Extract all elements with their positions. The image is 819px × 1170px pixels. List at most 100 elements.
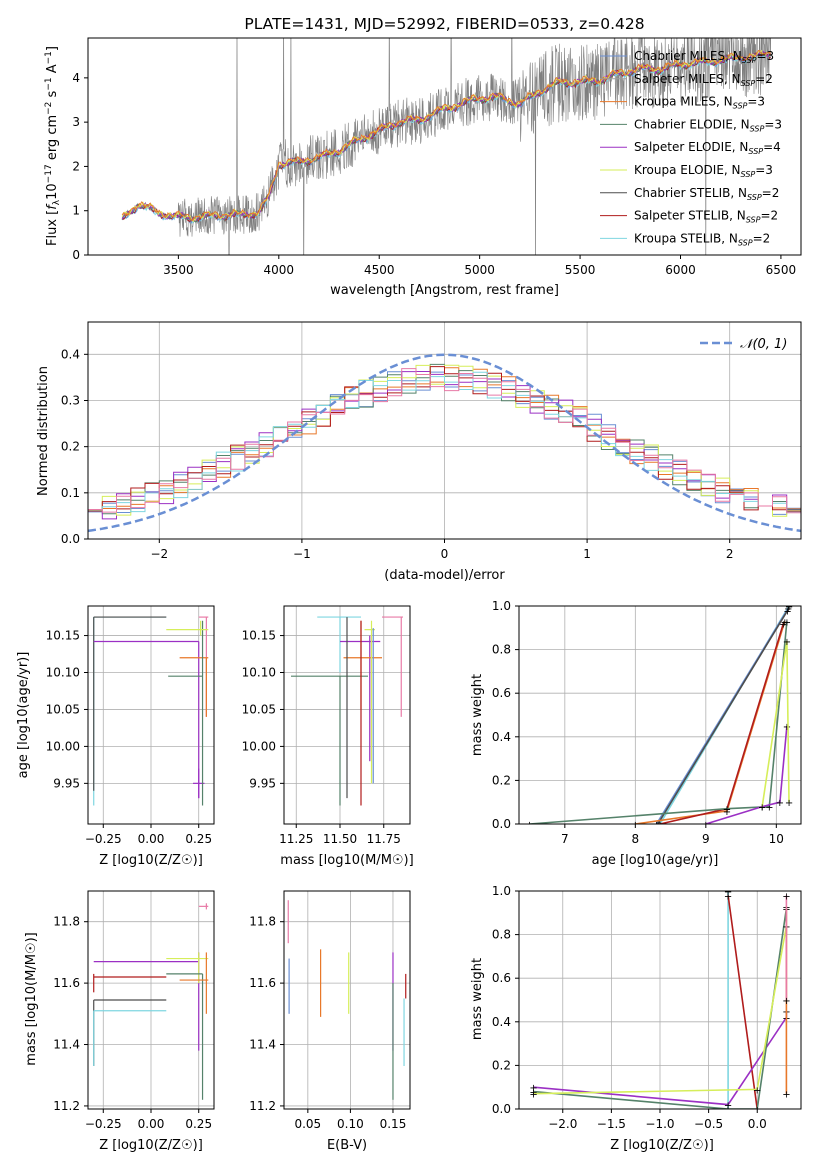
residual-ytick-label: 0.3 <box>61 393 80 407</box>
weight-marker: + <box>782 996 790 1007</box>
xtick-label: 0.15 <box>380 1117 407 1131</box>
weight-marker: + <box>783 606 791 617</box>
mass-vs-EBV-panel: 0.05 0.10 0.15 11.2 11.4 11.6 11.8 <box>249 890 411 1131</box>
plot-area <box>287 900 407 1100</box>
ytick-label: 0.0 <box>492 1102 511 1116</box>
weight-marker: + <box>783 617 791 628</box>
ytick-label: 0.8 <box>492 928 511 942</box>
ytick-label: 11.2 <box>249 1099 276 1113</box>
weight-marker: + <box>723 805 731 816</box>
xtick-label: 8 <box>632 832 640 846</box>
spectrum-legend-label: Chabrier ELODIE, NSSP=3 <box>634 117 782 133</box>
wZ-ylabel: mass weight <box>470 958 485 1040</box>
spectrum-legend-label: Salpeter ELODIE, NSSP=4 <box>634 140 781 156</box>
weight-marker: + <box>753 1105 761 1116</box>
residual-xtick-label: −1 <box>293 547 311 561</box>
spectrum-ytick-label: 2 <box>72 159 80 173</box>
frame <box>283 605 411 825</box>
ytick-label: 10.10 <box>46 666 80 680</box>
weight-marker: + <box>723 807 731 818</box>
residual-xtick-label: 1 <box>583 547 591 561</box>
wAge-ylabel: mass weight <box>470 674 485 756</box>
mass-vs-Z-panel: −0.25 0.00 0.25 11.2 11.4 11.6 11.8 <box>53 890 215 1131</box>
weight-line <box>533 925 788 1095</box>
spectrum-ytick-label: 0 <box>72 248 80 262</box>
spectrum-legend-label: Salpeter MILES, NSSP=2 <box>634 72 773 88</box>
wAge-xlabel: age [log10(age/yr)] <box>592 853 719 868</box>
xtick-label: −1.0 <box>645 1117 674 1131</box>
weight-marker: + <box>779 619 787 630</box>
weight-marker: + <box>724 1101 732 1112</box>
ytick-label: 10.15 <box>46 629 80 643</box>
xtick-label: 11.25 <box>279 832 313 846</box>
ytick-label: 9.95 <box>53 776 80 790</box>
residual-xtick-label: 2 <box>726 547 734 561</box>
residual-legend: 𝒩(0, 1) <box>700 337 787 352</box>
weight-marker: + <box>765 803 773 814</box>
ytick-label: 11.2 <box>53 1099 80 1113</box>
weight-marker: + <box>724 887 732 898</box>
weight-marker: + <box>785 602 793 613</box>
weight-marker: + <box>758 803 766 814</box>
weight-marker: + <box>776 798 784 809</box>
residual-histogram <box>88 368 801 539</box>
weight-line <box>529 621 788 824</box>
ytick-label: 10.00 <box>46 739 80 753</box>
xtick-label: 0.0 <box>748 1117 767 1131</box>
spectrum-xtick-label: 6000 <box>665 263 696 277</box>
ytick-label: 9.95 <box>249 776 276 790</box>
ageZ-xlabel: Z [log10(Z/Z☉)] <box>99 853 203 868</box>
xtick-label: −0.5 <box>694 1117 723 1131</box>
age-vs-mass-panel: 11.25 11.50 11.75 9.95 10.00 10.05 10.10 10.15 <box>242 605 411 846</box>
weight-marker: + <box>724 1105 732 1116</box>
weight-marker: + <box>753 1085 761 1096</box>
ytick-label: 0.4 <box>492 730 511 744</box>
weight-line <box>727 895 758 1109</box>
weight-line <box>761 640 790 807</box>
weight-marker: + <box>525 820 533 831</box>
weight-vs-age-panel: ++++++++++++++ ++++ +++++7 8 9 10 0.0 0.2 0.4 0.6… <box>492 599 802 846</box>
spectrum-legend-label: Chabrier MILES, NSSP=3 <box>634 49 774 65</box>
weight-marker: + <box>783 637 791 648</box>
weight-marker: + <box>784 604 792 615</box>
weight-marker: + <box>529 1090 537 1101</box>
spectrum-xtick-label: 4000 <box>264 263 295 277</box>
ytick-label: 0.4 <box>492 1015 511 1029</box>
spectrum-ticks: 3500 4000 4500 5000 5500 6000 6500 0 1 2 3 4 <box>72 71 796 277</box>
plot-area <box>93 903 209 1100</box>
residual-xtick-label: −2 <box>150 547 168 561</box>
spectrum-lines <box>121 38 772 255</box>
ageZ-ylabel: age [log10(age/yr)] <box>16 652 31 779</box>
ytick-label: 0.0 <box>492 817 511 831</box>
frame <box>518 605 802 825</box>
weight-marker: + <box>758 803 766 814</box>
spectrum-xlabel: wavelength [Angstrom, rest frame] <box>330 283 559 298</box>
residual-histograms <box>88 353 801 539</box>
ytick-label: 0.2 <box>492 773 511 787</box>
residual-xtick-label: 0 <box>441 547 449 561</box>
residual-panel: −2 −1 0 1 2 0.0 0.1 0.2 0.3 0.4 (data-model)/erro… <box>36 321 802 583</box>
plot-area: ++++++++++++++ ++++ +++++ <box>525 602 793 831</box>
weight-marker: + <box>654 820 662 831</box>
weight-line <box>705 725 788 824</box>
xtick-label: 11.75 <box>367 832 401 846</box>
ytick-label: 11.6 <box>249 976 276 990</box>
spectrum-legend-label: Chabrier STELIB, NSSP=2 <box>634 186 779 202</box>
residual-ytick-label: 0.4 <box>61 347 80 361</box>
ytick-label: 10.05 <box>242 702 276 716</box>
spectrum-legend-label: Kroupa MILES, NSSP=3 <box>634 95 765 111</box>
ytick-label: 0.6 <box>492 971 511 985</box>
frame <box>283 890 411 1110</box>
weight-marker: + <box>656 820 664 831</box>
xtick-label: 0.25 <box>185 832 212 846</box>
weight-marker: + <box>631 820 639 831</box>
ytick-label: 11.4 <box>249 1038 276 1052</box>
weight-marker: + <box>724 891 732 902</box>
xtick-label: −0.25 <box>85 832 122 846</box>
ytick-label: 11.8 <box>249 915 276 929</box>
weight-marker: + <box>782 1090 790 1101</box>
ytick-label: 0.8 <box>492 643 511 657</box>
spectrum-xtick-label: 5000 <box>464 263 495 277</box>
spectrum-ytick-label: 4 <box>72 71 80 85</box>
